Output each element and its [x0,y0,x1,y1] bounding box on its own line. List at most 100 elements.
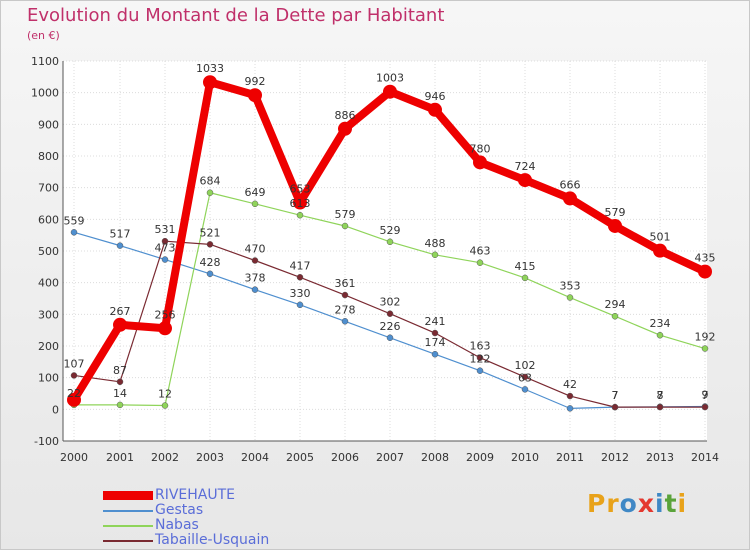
x-tick-label: 2007 [376,451,404,464]
data-point [341,222,349,230]
data-point [431,329,439,337]
x-tick-label: 2012 [601,451,629,464]
data-point [656,403,664,411]
data-point [386,334,394,342]
data-point [161,402,169,409]
chart-title: Evolution du Montant de la Dette par Hab… [27,5,445,26]
data-label: 7 [612,389,619,402]
data-label: 488 [425,237,446,250]
data-point [296,301,304,309]
data-label: 684 [200,175,221,188]
logo-letter: i [677,489,688,518]
data-label: 653 [290,183,311,196]
logo-letter: P [587,489,607,518]
data-point [476,367,484,374]
data-point [383,84,397,99]
data-point [428,102,442,117]
x-tick-label: 2002 [151,451,179,464]
y-tick-label: 700 [38,182,59,195]
chart-unit: (en €) [27,29,60,42]
data-label: 473 [155,242,176,255]
data-label: 666 [560,178,581,191]
data-point [296,274,304,281]
data-point [338,121,352,136]
data-label: 87 [113,364,127,377]
x-tick-label: 2011 [556,451,584,464]
logo-letter: t [664,489,678,518]
data-point [611,403,619,411]
data-label: 992 [245,75,266,88]
data-label: 579 [335,208,356,221]
data-point [431,251,439,259]
data-point [251,200,259,208]
data-label: 8 [657,389,664,402]
data-point [611,312,619,320]
data-label: 1003 [376,72,404,85]
logo-letter: o [619,489,638,518]
y-tick-label: 800 [38,150,59,163]
data-label: 517 [110,228,131,241]
y-tick-label: 1100 [31,55,59,68]
data-point [70,229,78,236]
x-tick-label: 2008 [421,451,449,464]
x-tick-label: 2010 [511,451,539,464]
data-point [608,218,622,233]
data-point [521,373,529,381]
legend-swatch-rivehaute [103,491,153,500]
data-point [296,211,304,219]
data-point [701,403,709,411]
data-label: 9 [702,388,709,401]
data-point [476,354,484,361]
x-tick-label: 2014 [691,451,719,464]
data-point [161,237,169,245]
x-tick-label: 2009 [466,451,494,464]
data-label: 12 [158,388,172,401]
data-point [206,189,214,196]
x-tick-label: 2003 [196,451,224,464]
data-point [566,405,574,412]
logo-letter: x [637,489,655,518]
data-label: 192 [695,331,716,344]
data-label: 463 [470,245,491,258]
data-point [341,318,349,325]
data-label: 278 [335,303,356,316]
data-label: 946 [425,90,446,103]
data-label: 302 [380,296,401,309]
data-point [158,321,172,336]
data-label: 531 [155,223,176,236]
data-label: 521 [200,226,221,239]
x-tick-label: 2006 [331,451,359,464]
data-point [431,350,439,358]
x-tick-label: 2004 [241,451,269,464]
logo-letter: i [655,489,665,518]
y-tick-label: 900 [38,118,59,131]
legend-label-tabaille-usquain: Tabaille-Usquain [155,532,270,548]
data-point [656,331,664,339]
data-point [566,392,574,400]
x-tick-label: 2005 [286,451,314,464]
x-tick-label: 2000 [60,451,88,464]
data-label: 102 [515,359,536,372]
x-tick-label: 2001 [106,451,134,464]
data-label: 22 [67,387,81,400]
data-label: 107 [64,357,85,370]
data-point [161,256,169,263]
y-tick-label: 300 [38,308,59,321]
data-point [563,191,577,206]
data-label: 417 [290,259,311,272]
data-label: 780 [470,142,491,155]
data-label: 174 [425,336,446,349]
data-label: 470 [245,243,266,256]
y-tick-label: 500 [38,245,59,258]
data-label: 330 [290,287,311,300]
logo-letter: r [606,489,620,518]
data-point [116,378,124,386]
y-tick-label: 400 [38,277,59,290]
data-label: 42 [563,378,577,391]
data-label: 294 [605,298,626,311]
data-point [476,259,484,266]
proxiti-logo: Proxiti [587,489,687,518]
data-point [701,345,709,352]
